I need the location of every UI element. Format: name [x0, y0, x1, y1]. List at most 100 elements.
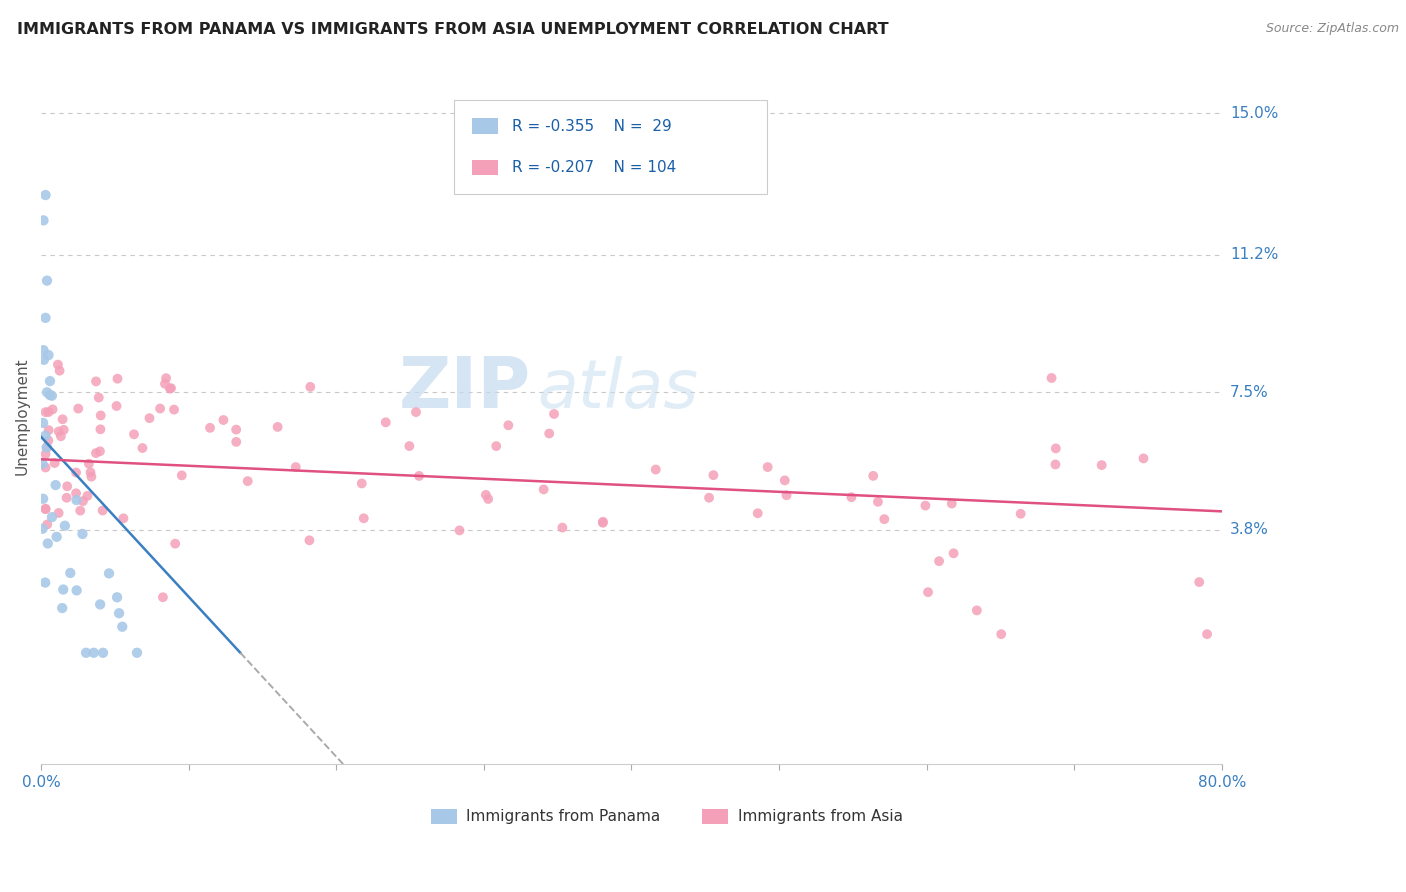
- Point: [644, 462, 666, 476]
- Point: [866, 495, 889, 509]
- Text: IMMIGRANTS FROM PANAMA VS IMMIGRANTS FROM ASIA UNEMPLOYMENT CORRELATION CHART: IMMIGRANTS FROM PANAMA VS IMMIGRANTS FRO…: [17, 22, 889, 37]
- Point: [198, 421, 221, 435]
- Point: [477, 491, 499, 506]
- Text: 11.2%: 11.2%: [1230, 247, 1278, 262]
- Point: [52, 582, 75, 597]
- Point: [77, 457, 100, 471]
- Point: [84, 446, 107, 460]
- Text: atlas: atlas: [537, 356, 699, 422]
- Point: [67, 401, 90, 416]
- Point: [83, 646, 105, 660]
- Point: [298, 533, 321, 548]
- FancyBboxPatch shape: [472, 119, 498, 134]
- Point: [90, 409, 112, 423]
- Point: [79, 466, 101, 480]
- Point: [59, 566, 82, 580]
- Point: [52, 412, 75, 426]
- Point: [138, 411, 160, 425]
- Point: [34, 405, 56, 419]
- Point: [37, 434, 59, 448]
- Point: [34, 428, 56, 442]
- Point: [149, 401, 172, 416]
- FancyBboxPatch shape: [454, 100, 768, 194]
- Point: [51, 601, 73, 615]
- Point: [284, 460, 307, 475]
- Point: [49, 429, 72, 443]
- Point: [374, 415, 396, 429]
- Point: [45, 530, 67, 544]
- Point: [747, 506, 769, 520]
- Point: [170, 468, 193, 483]
- Point: [449, 524, 471, 538]
- Point: [37, 405, 59, 419]
- Point: [1010, 507, 1032, 521]
- Point: [153, 376, 176, 391]
- Point: [72, 527, 94, 541]
- Point: [32, 491, 55, 506]
- Point: [56, 479, 79, 493]
- Point: [44, 456, 66, 470]
- Point: [112, 511, 135, 525]
- Point: [35, 385, 58, 400]
- FancyBboxPatch shape: [472, 160, 498, 175]
- Point: [592, 516, 614, 530]
- Point: [1045, 442, 1067, 456]
- Point: [236, 474, 259, 488]
- Point: [212, 413, 235, 427]
- Point: [966, 603, 988, 617]
- Point: [485, 439, 508, 453]
- Point: [131, 441, 153, 455]
- Y-axis label: Unemployment: Unemployment: [15, 358, 30, 475]
- Point: [34, 575, 56, 590]
- Point: [34, 447, 56, 461]
- Point: [37, 348, 59, 362]
- Point: [533, 483, 555, 497]
- Point: [84, 375, 107, 389]
- Point: [107, 372, 129, 386]
- Point: [35, 441, 58, 455]
- Point: [1132, 451, 1154, 466]
- Point: [225, 434, 247, 449]
- Point: [48, 364, 70, 378]
- Point: [160, 381, 183, 395]
- Point: [122, 427, 145, 442]
- Point: [1040, 371, 1063, 385]
- Point: [76, 489, 98, 503]
- Point: [69, 503, 91, 517]
- Point: [48, 425, 70, 439]
- Point: [152, 591, 174, 605]
- Point: [37, 536, 59, 550]
- Text: Immigrants from Asia: Immigrants from Asia: [738, 809, 903, 824]
- Point: [34, 501, 56, 516]
- Point: [350, 476, 373, 491]
- Point: [87, 391, 110, 405]
- Point: [35, 441, 58, 455]
- Point: [941, 497, 963, 511]
- Text: 3.8%: 3.8%: [1230, 523, 1270, 538]
- Point: [862, 468, 884, 483]
- Point: [105, 399, 128, 413]
- Point: [917, 585, 939, 599]
- Point: [990, 627, 1012, 641]
- Point: [72, 494, 94, 508]
- Point: [52, 423, 75, 437]
- Point: [942, 546, 965, 560]
- Point: [32, 416, 55, 430]
- Point: [38, 423, 60, 437]
- Point: [41, 510, 63, 524]
- Point: [39, 374, 62, 388]
- Point: [225, 423, 247, 437]
- Point: [34, 310, 56, 325]
- Point: [775, 488, 797, 502]
- Point: [353, 511, 375, 525]
- Text: R = -0.207    N = 104: R = -0.207 N = 104: [512, 160, 676, 175]
- Point: [65, 486, 87, 500]
- Point: [53, 518, 76, 533]
- Point: [543, 407, 565, 421]
- Point: [702, 468, 724, 483]
- Point: [398, 439, 420, 453]
- Point: [32, 213, 55, 227]
- Text: 7.5%: 7.5%: [1230, 384, 1268, 400]
- FancyBboxPatch shape: [430, 809, 457, 824]
- Point: [299, 380, 322, 394]
